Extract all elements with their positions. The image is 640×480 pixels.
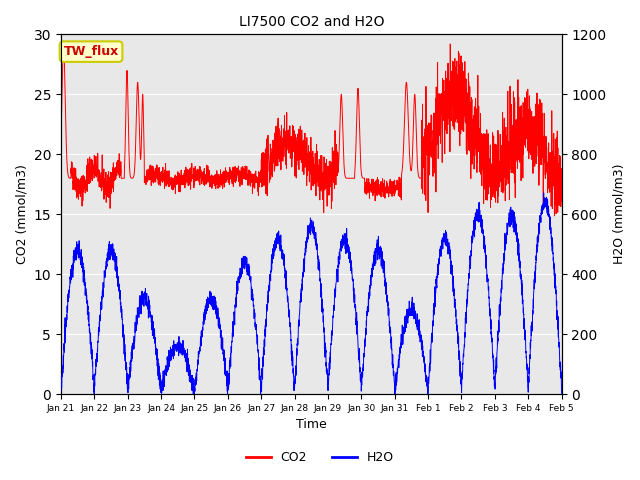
Text: TW_flux: TW_flux (63, 45, 118, 58)
Y-axis label: H2O (mmol/m3): H2O (mmol/m3) (612, 164, 625, 264)
Legend: CO2, H2O: CO2, H2O (241, 446, 399, 469)
Title: LI7500 CO2 and H2O: LI7500 CO2 and H2O (239, 15, 384, 29)
Y-axis label: CO2 (mmol/m3): CO2 (mmol/m3) (15, 164, 28, 264)
X-axis label: Time: Time (296, 419, 326, 432)
